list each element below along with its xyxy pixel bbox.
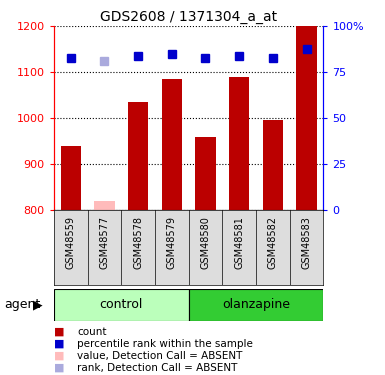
- Text: GSM48581: GSM48581: [234, 216, 244, 269]
- Bar: [229, 77, 249, 210]
- FancyBboxPatch shape: [189, 289, 323, 321]
- Text: GSM48580: GSM48580: [201, 216, 211, 269]
- Text: ■: ■: [54, 327, 64, 337]
- Text: GSM48582: GSM48582: [268, 216, 278, 269]
- Text: ▶: ▶: [33, 298, 42, 311]
- Text: value, Detection Call = ABSENT: value, Detection Call = ABSENT: [77, 351, 243, 361]
- Bar: [61, 146, 81, 210]
- Text: GSM48578: GSM48578: [133, 216, 143, 269]
- FancyBboxPatch shape: [54, 289, 189, 321]
- Text: GSM48583: GSM48583: [301, 216, 311, 269]
- Text: ■: ■: [54, 351, 64, 361]
- Title: GDS2608 / 1371304_a_at: GDS2608 / 1371304_a_at: [100, 10, 277, 24]
- Text: control: control: [100, 298, 143, 311]
- Text: percentile rank within the sample: percentile rank within the sample: [77, 339, 253, 349]
- Text: olanzapine: olanzapine: [222, 298, 290, 311]
- Text: GSM48559: GSM48559: [66, 216, 76, 269]
- Text: GSM48579: GSM48579: [167, 216, 177, 269]
- Text: GSM48577: GSM48577: [99, 216, 109, 269]
- Text: count: count: [77, 327, 107, 337]
- Bar: [128, 102, 148, 210]
- Bar: [296, 26, 316, 210]
- Text: ■: ■: [54, 339, 64, 349]
- Text: rank, Detection Call = ABSENT: rank, Detection Call = ABSENT: [77, 363, 238, 373]
- Text: agent: agent: [4, 298, 40, 311]
- Bar: [196, 136, 216, 210]
- Bar: [162, 79, 182, 210]
- Bar: [94, 201, 115, 210]
- Text: ■: ■: [54, 363, 64, 373]
- Bar: [263, 120, 283, 210]
